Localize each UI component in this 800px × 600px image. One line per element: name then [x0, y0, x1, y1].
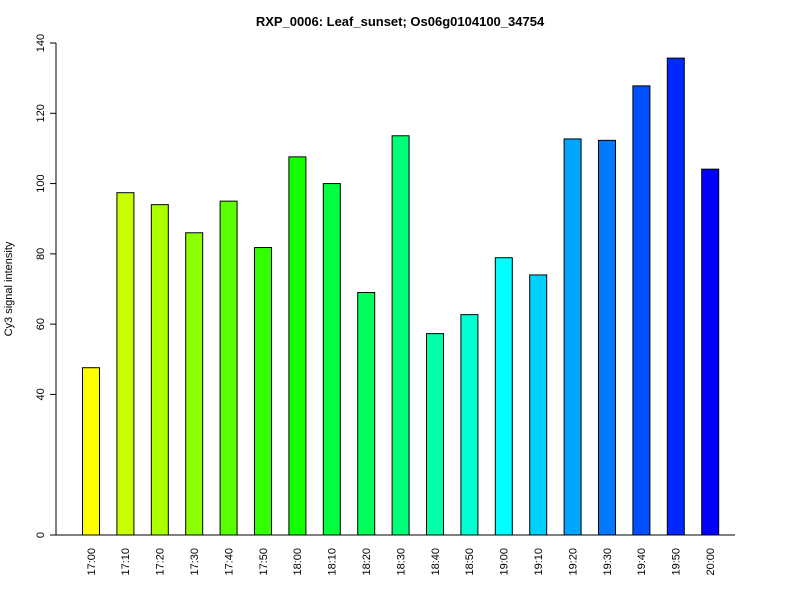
y-tick-label: 80 [35, 248, 47, 260]
bar [666, 57, 685, 536]
y-tick-label: 0 [35, 532, 47, 538]
bar [185, 232, 204, 536]
bar [529, 274, 548, 536]
bar [391, 135, 410, 536]
y-tick-label: 60 [35, 318, 47, 330]
x-tick-label: 17:50 [258, 548, 270, 576]
bar [322, 183, 341, 536]
x-tick-label: 17:10 [120, 548, 132, 576]
x-tick-label: 19:10 [533, 548, 545, 576]
x-tick-label: 17:00 [86, 548, 98, 576]
x-tick-label: 17:30 [189, 548, 201, 576]
x-tick-label: 18:30 [395, 548, 407, 576]
x-tick-label: 20:00 [705, 548, 717, 576]
x-tick-label: 17:20 [155, 548, 167, 576]
x-axis: 17:00 17:10 17:20 17:30 17:40 17:50 18:00 18:10… [56, 534, 735, 576]
y-axis-title: Cy3 signal intensity [3, 241, 15, 336]
y-tick-label: 140 [35, 34, 47, 52]
x-tick-label: 18:40 [430, 548, 442, 576]
x-tick-label: 18:00 [292, 548, 304, 576]
bar [254, 247, 272, 536]
bar [150, 204, 169, 536]
x-tick-label: 19:00 [499, 548, 511, 576]
bar [563, 138, 582, 536]
x-tick-label: 18:20 [361, 548, 373, 576]
bar [219, 200, 238, 536]
y-tick-label: 120 [35, 104, 47, 122]
x-tick-label: 18:10 [327, 548, 339, 576]
bar [357, 292, 376, 536]
bar [632, 85, 651, 536]
y-axis: 0 40 60 80 100 120 140 [35, 34, 57, 538]
bar [288, 156, 307, 536]
x-tick-label: 19:20 [567, 548, 579, 576]
bar [701, 168, 720, 536]
bar [494, 257, 513, 536]
x-tick-label: 17:40 [223, 548, 235, 576]
bar [82, 367, 100, 536]
chart-title: RXP_0006: Leaf_sunset; Os06g0104100_3475… [256, 14, 545, 29]
y-tick-label: 40 [35, 388, 47, 400]
bars [82, 57, 720, 536]
y-tick-label: 100 [35, 174, 47, 192]
x-tick-label: 19:40 [636, 548, 648, 576]
bar [426, 333, 444, 536]
bar [460, 314, 479, 536]
x-tick-label: 19:50 [671, 548, 683, 576]
x-tick-label: 18:50 [464, 548, 476, 576]
bar [116, 192, 135, 536]
bar [598, 139, 616, 536]
x-tick-label: 19:30 [602, 548, 614, 576]
